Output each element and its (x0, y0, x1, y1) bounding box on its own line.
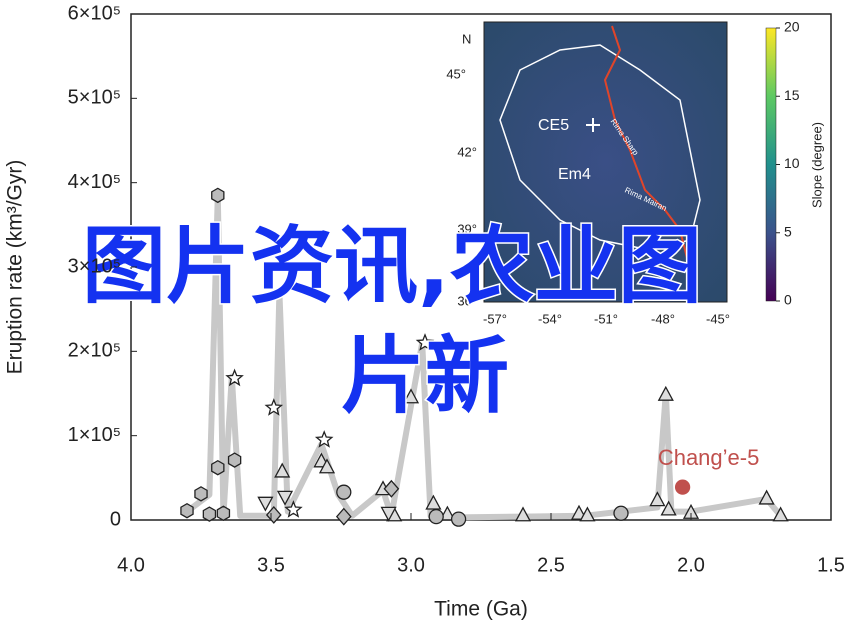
lat-label: 42° (457, 144, 477, 159)
data-point (674, 479, 691, 495)
plot-area: Chang’e-5 (180, 187, 789, 527)
x-tick-label: 2.5 (537, 554, 565, 576)
y-tick-label: 5×10⁵ (68, 87, 121, 109)
data-point (284, 500, 303, 518)
data-point (649, 491, 666, 507)
data-point (772, 506, 789, 522)
overlay-text: 片新 (341, 327, 509, 425)
data-point (402, 388, 420, 404)
x-tick-label: 1.5 (817, 554, 845, 576)
data-point (318, 458, 336, 474)
data-point (428, 508, 444, 525)
lon-label: -51° (594, 311, 618, 326)
data-point (216, 505, 231, 522)
y-tick-label: 3×10⁵ (68, 255, 121, 277)
lat-label: 39° (457, 221, 477, 236)
overlay-text: 图片资讯,农业图 (82, 217, 702, 315)
lat-label: 36° (457, 293, 477, 308)
data-point (613, 505, 629, 521)
data-point (657, 385, 674, 401)
x-axis-label: Time (Ga) (434, 598, 528, 621)
data-point (265, 505, 282, 524)
data-point (383, 479, 400, 498)
colorbar-tick-label: 20 (784, 19, 800, 35)
site-label: Em4 (558, 166, 591, 183)
mare-boundary (499, 44, 701, 251)
site-cross (586, 118, 600, 132)
y-tick-label: 2×10⁵ (68, 340, 121, 362)
data-point (264, 398, 284, 416)
x-tick-label: 2.0 (677, 554, 705, 576)
data-point (335, 507, 352, 526)
rille-line (603, 25, 691, 271)
colorbar-tick-label: 15 (784, 87, 800, 103)
lon-label: -54° (538, 311, 562, 326)
inset-map: N 45° 42° 39° 36° -57° -54° -51° -48° -4… (446, 19, 824, 327)
colorbar-tick-label: 0 (784, 292, 792, 308)
data-point (758, 489, 775, 505)
lat-label: 45° (446, 66, 466, 81)
y-tick-label: 0 (110, 508, 121, 530)
data-point (425, 494, 442, 510)
data-point (439, 505, 456, 521)
data-point (257, 496, 274, 512)
data-point (225, 368, 244, 387)
x-tick-label: 3.0 (397, 554, 425, 576)
colorbar-label: Slope (degree) (809, 122, 824, 208)
colorbar-tick-label: 5 (784, 223, 792, 239)
colorbar-tick-label: 10 (784, 155, 800, 171)
data-point (336, 484, 352, 500)
data-point (660, 500, 677, 516)
lon-label: -45° (706, 311, 730, 326)
y-tick-label: 6×10⁵ (68, 2, 121, 24)
data-point (380, 506, 397, 522)
colorbar-ticks: 0 5 10 15 20 (776, 19, 800, 308)
x-tick-label: 4.0 (117, 554, 145, 576)
data-point (194, 486, 208, 502)
north-label: N (462, 31, 471, 46)
data-point (450, 511, 467, 527)
data-point (227, 452, 242, 468)
data-point (514, 506, 532, 522)
lon-label: -48° (651, 311, 675, 326)
data-point (314, 430, 334, 448)
data-point (180, 502, 194, 519)
point-annotation: Chang’e-5 (658, 445, 760, 470)
data-point (211, 187, 225, 204)
y-axis-label: Eruption rate (km³/Gyr) (4, 160, 27, 375)
x-tick-label: 3.5 (257, 554, 285, 576)
data-point (211, 459, 225, 476)
data-point (415, 333, 435, 351)
y-tick-label: 4×10⁵ (68, 171, 121, 193)
y-tick-label: 1×10⁵ (68, 424, 121, 446)
colorbar (765, 27, 777, 302)
data-point (276, 490, 294, 506)
data-point (579, 506, 596, 522)
lon-label: -57° (483, 311, 507, 326)
data-point (274, 462, 291, 478)
site-label: CE5 (538, 117, 569, 134)
data-point (202, 506, 217, 522)
